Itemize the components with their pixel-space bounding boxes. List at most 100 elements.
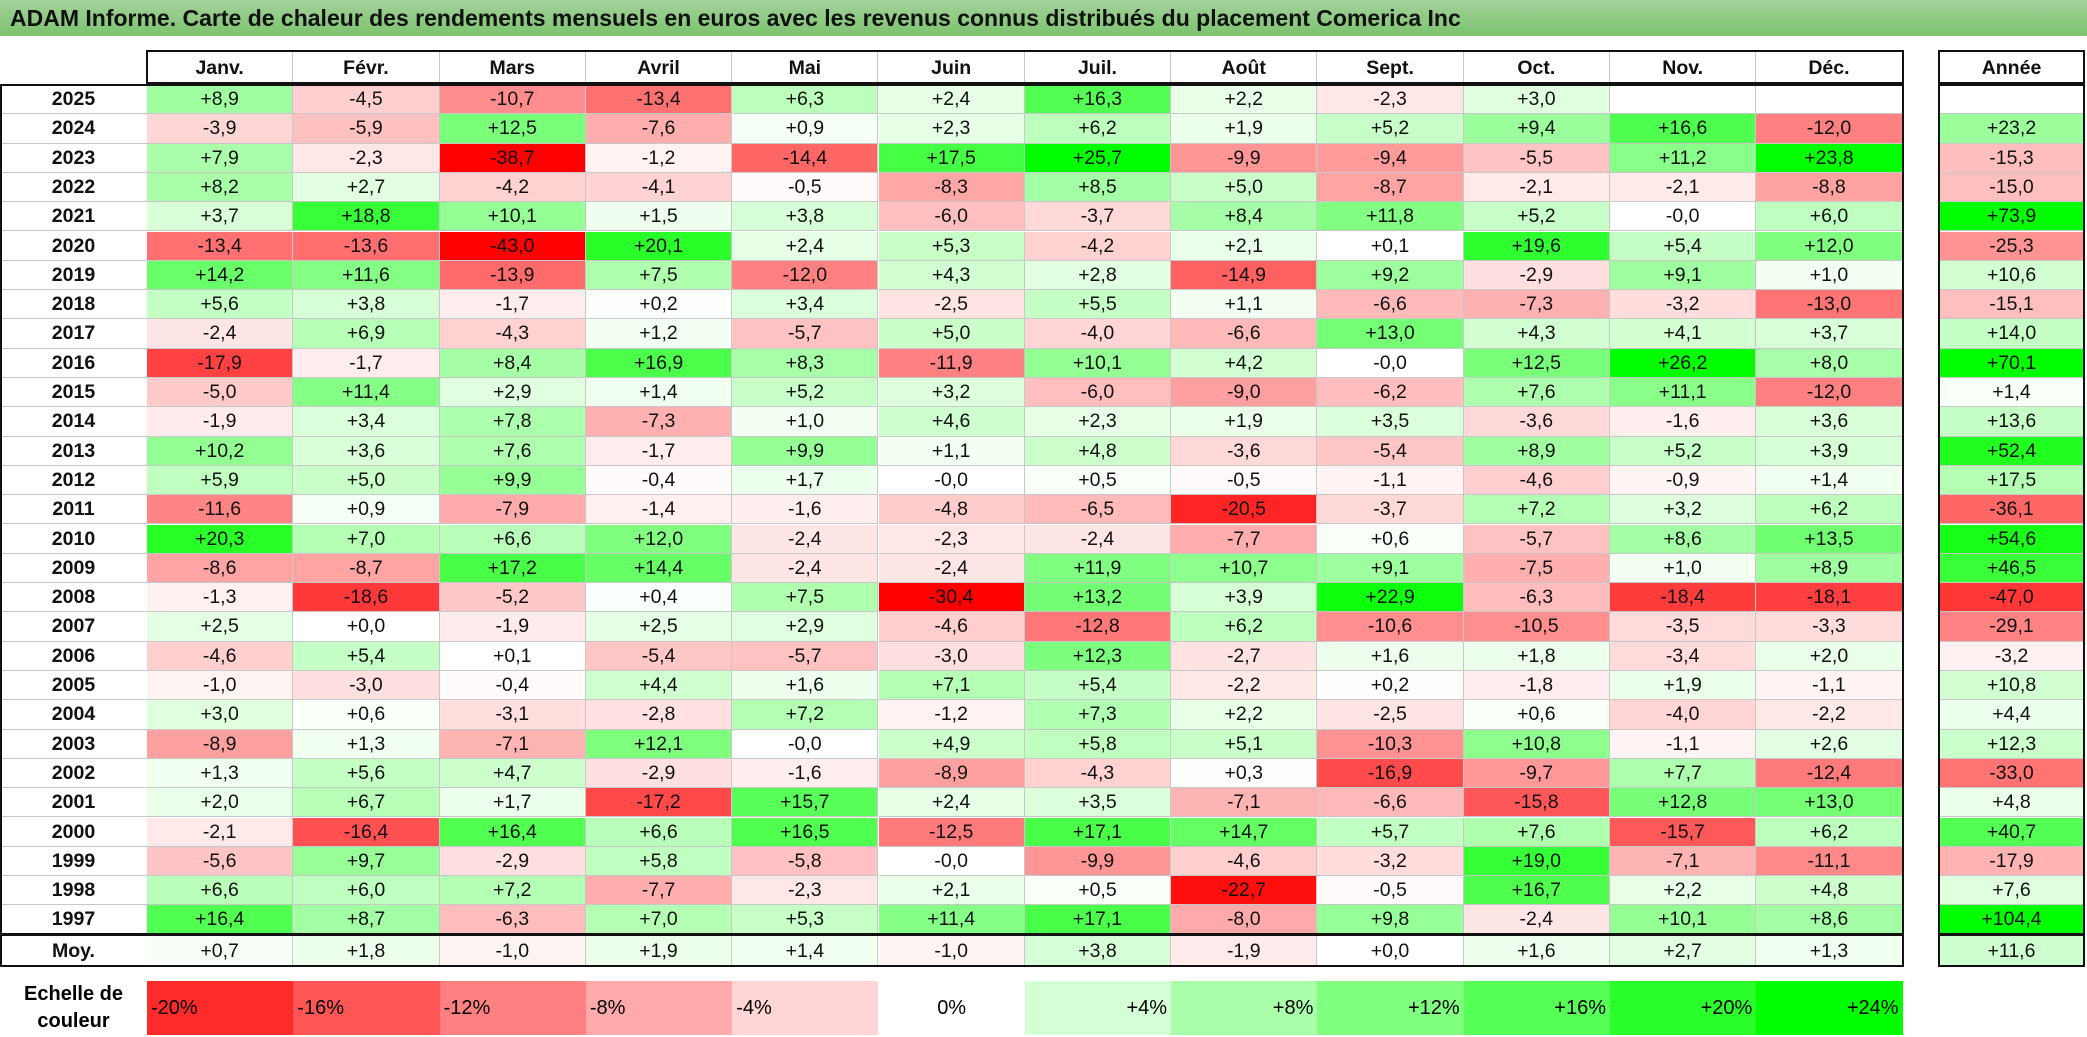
month-header: Janv. — [147, 52, 294, 84]
heatmap-cell: -1,3 — [147, 583, 294, 613]
heatmap-cell: -7,3 — [585, 407, 733, 437]
month-header: Juil. — [1024, 52, 1172, 84]
heatmap-cell: -17,9 — [147, 348, 294, 378]
heatmap-cell: -2,1 — [1463, 172, 1610, 203]
heatmap-cell: -4,0 — [1024, 319, 1172, 349]
heatmap-cell: -1,6 — [1610, 407, 1757, 437]
year-label: 2023 — [0, 143, 147, 173]
heatmap-cell: -3,2 — [1317, 846, 1464, 877]
annual-cell: +23,2 — [1939, 114, 2085, 144]
heatmap-cell: +5,7 — [1317, 817, 1464, 847]
heatmap-cell: -0,5 — [1317, 876, 1464, 906]
heatmap-cell: +3,6 — [293, 436, 440, 466]
heatmap-cell: -18,6 — [293, 583, 440, 613]
month-header: Avril — [585, 52, 733, 84]
heatmap-cell: -17,2 — [585, 788, 733, 818]
annual-cell: -15,1 — [1939, 290, 2085, 320]
heatmap-cell: -4,1 — [585, 172, 733, 203]
heatmap-cell: +1,9 — [1610, 671, 1757, 701]
heatmap-cell: +5,5 — [1024, 290, 1172, 320]
color-scale-swatch: +4% — [1024, 981, 1172, 1035]
heatmap-cell: +8,9 — [1756, 553, 1903, 584]
heatmap-cell: +9,9 — [439, 465, 586, 496]
heatmap-cell: -4,6 — [1463, 465, 1610, 496]
average-cell: +1,3 — [1756, 935, 1903, 967]
heatmap-cell: +12,5 — [439, 114, 586, 144]
heatmap-cell: -3,7 — [1024, 202, 1172, 232]
heatmap-cell: -6,6 — [1317, 290, 1464, 320]
heatmap-cell: +12,0 — [585, 524, 733, 554]
heatmap-cell: +1,9 — [1171, 407, 1318, 437]
heatmap-cell: +8,0 — [1756, 348, 1903, 378]
annual-cell: +4,4 — [1939, 700, 2085, 730]
year-label: 2011 — [0, 495, 147, 525]
heatmap-cell: +2,2 — [1171, 85, 1318, 115]
color-scale-swatch: -16% — [293, 981, 440, 1035]
heatmap-cell: +3,2 — [878, 378, 1025, 408]
color-scale-swatch: +8% — [1171, 981, 1318, 1035]
year-label: 2005 — [0, 671, 147, 701]
heatmap-cell: -15,8 — [1463, 788, 1610, 818]
heatmap-cell: -8,8 — [1756, 172, 1903, 203]
heatmap-cell: +0,4 — [585, 583, 733, 613]
heatmap-cell: +1,6 — [732, 671, 879, 701]
heatmap-cell: +23,8 — [1756, 143, 1903, 173]
heatmap-cell: +19,6 — [1463, 231, 1610, 261]
heatmap-cell: +5,8 — [585, 846, 733, 877]
heatmap-cell: +6,7 — [293, 788, 440, 818]
heatmap-cell: +0,5 — [1024, 465, 1172, 496]
heatmap-cell: +16,5 — [732, 817, 879, 847]
heatmap-cell: -13,9 — [439, 260, 586, 291]
heatmap-cell: +6,6 — [147, 876, 294, 906]
heatmap-cell: -1,7 — [439, 290, 586, 320]
heatmap-cell: -8,7 — [1317, 172, 1464, 203]
heatmap-cell: +6,2 — [1756, 817, 1903, 847]
heatmap-cell: -14,4 — [732, 143, 879, 173]
heatmap-cell: +3,5 — [1024, 788, 1172, 818]
year-label: 2009 — [0, 553, 147, 584]
heatmap-cell: +1,0 — [732, 407, 879, 437]
heatmap-cell: -2,2 — [1756, 700, 1903, 730]
heatmap-cell: +6,2 — [1756, 495, 1903, 525]
month-header: Févr. — [293, 52, 440, 84]
heatmap-cell: +17,2 — [439, 553, 586, 584]
heatmap-cell: +0,1 — [1317, 231, 1464, 261]
heatmap-cell: +2,3 — [878, 114, 1025, 144]
heatmap-cell: -2,5 — [878, 290, 1025, 320]
heatmap-cell: +2,8 — [1024, 260, 1172, 291]
annual-cell: +104,4 — [1939, 905, 2085, 935]
heatmap-cell: +8,2 — [147, 172, 294, 203]
heatmap-cell: +8,9 — [1463, 436, 1610, 466]
year-label: 2018 — [0, 290, 147, 320]
heatmap-cell: +0,2 — [585, 290, 733, 320]
heatmap-cell: +5,6 — [147, 290, 294, 320]
heatmap-cell: -9,9 — [1171, 143, 1318, 173]
heatmap-cell: -0,0 — [732, 729, 879, 759]
heatmap-cell: +5,4 — [293, 641, 440, 671]
heatmap-cell: -5,8 — [732, 846, 879, 877]
average-cell: -1,9 — [1171, 935, 1318, 967]
heatmap-cell: +7,2 — [1463, 495, 1610, 525]
heatmap-cell: +5,2 — [1317, 114, 1464, 144]
average-cell: +3,8 — [1024, 935, 1172, 967]
annual-cell: +13,6 — [1939, 407, 2085, 437]
heatmap-cell: -7,1 — [1171, 788, 1318, 818]
heatmap-cell: -4,2 — [439, 172, 586, 203]
year-label: 2025 — [0, 85, 147, 115]
heatmap-cell: +9,1 — [1610, 260, 1757, 291]
heatmap-cell: +6,2 — [1171, 612, 1318, 642]
heatmap-cell: -1,1 — [1756, 671, 1903, 701]
heatmap-cell: +10,1 — [439, 202, 586, 232]
heatmap-cell: +8,9 — [147, 85, 294, 115]
heatmap-cell: +3,6 — [1756, 407, 1903, 437]
heatmap-cell: -2,1 — [147, 817, 294, 847]
heatmap-cell: +0,5 — [1024, 876, 1172, 906]
heatmap-cell: -16,4 — [293, 817, 440, 847]
annual-cell: +40,7 — [1939, 817, 2085, 847]
heatmap-cell: +2,2 — [1171, 700, 1318, 730]
year-label: 2017 — [0, 319, 147, 349]
heatmap-cell: +1,3 — [147, 758, 294, 789]
heatmap-cell: -4,6 — [878, 612, 1025, 642]
color-scale-swatch: -12% — [439, 981, 586, 1035]
heatmap-cell: +0,2 — [1317, 671, 1464, 701]
